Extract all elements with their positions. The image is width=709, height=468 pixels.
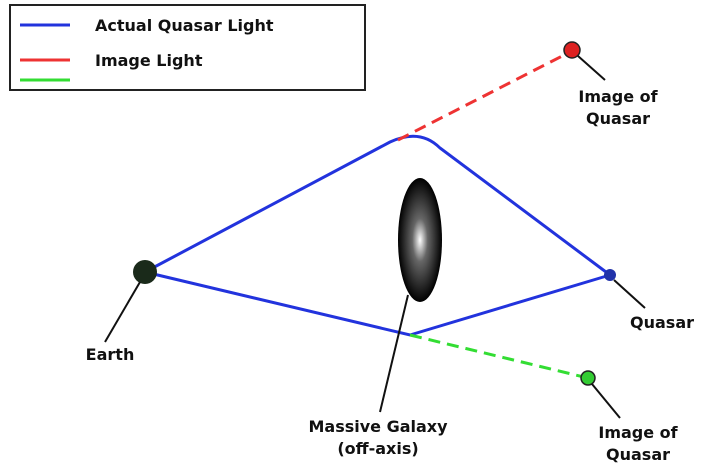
quasar [604, 269, 616, 281]
leader [105, 282, 140, 342]
galaxy [398, 178, 442, 302]
diagram: Actual Quasar Light Image Light Earth Qu… [0, 0, 709, 468]
legend-label: Actual Quasar Light [95, 16, 274, 35]
earth-label: Earth [86, 345, 135, 364]
leader [578, 56, 605, 80]
galaxy-label: Massive Galaxy [308, 417, 448, 436]
upper-light-path [145, 136, 610, 275]
image-label: Image of [598, 423, 678, 442]
leader [614, 280, 645, 308]
quasar-label: Quasar [630, 313, 694, 332]
leader [592, 384, 620, 418]
leader [380, 295, 408, 412]
image-ray-upper [398, 52, 570, 140]
earth [133, 260, 157, 284]
image-upper [564, 42, 580, 58]
legend-label: Image Light [95, 51, 203, 70]
image-label: Image of [578, 87, 658, 106]
lower-light-path [145, 272, 610, 335]
image-ray-lower [410, 335, 588, 378]
image-label: Quasar [606, 445, 670, 464]
image-lower [581, 371, 595, 385]
image-label: Quasar [586, 109, 650, 128]
galaxy-label: (off-axis) [337, 439, 418, 458]
